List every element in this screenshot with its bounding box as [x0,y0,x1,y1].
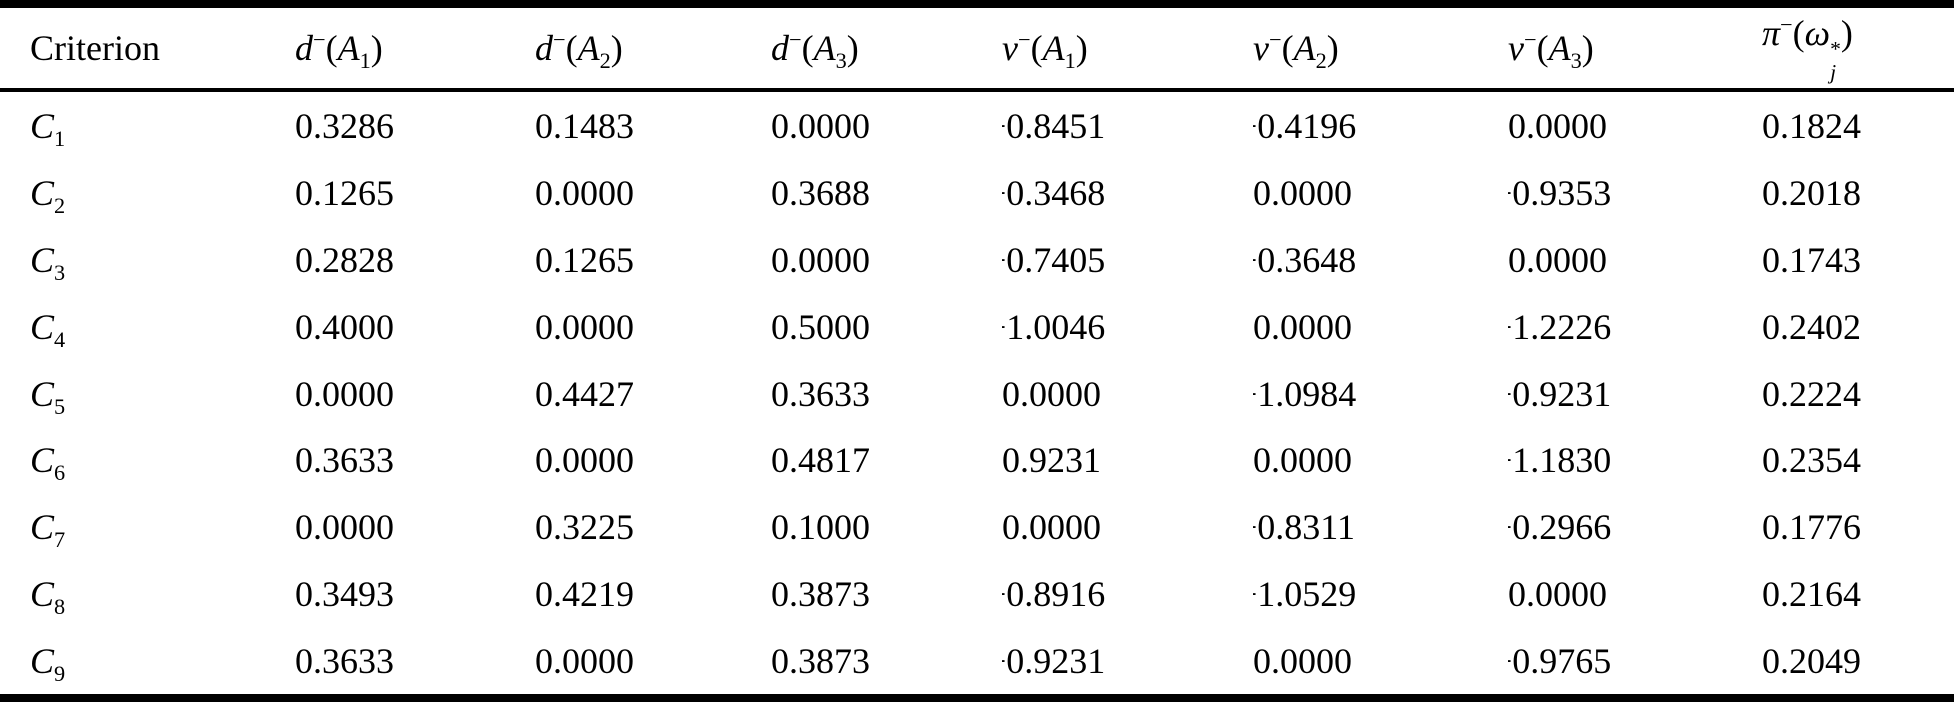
col-header-pi-minus-omega-star-j: π−(ω * j) [1762,12,1853,84]
cell-value: −0.8311 [1253,507,1355,548]
table-row: C6 0.3633 0.0000 0.4817 0.9231 0.0000 −1.1830 0… [0,427,1954,494]
cell-value: −0.9765 [1508,640,1612,681]
col-header-criterion: Criterion [30,28,160,68]
table-body: C1 0.3286 0.1483 0.0000 −0.8451 −0.4196 0.0000… [0,90,1954,694]
cell-value: 0.0000 [771,240,870,281]
cell-value: 0.1824 [1762,105,1861,146]
cell-value: 0.0000 [1253,440,1352,481]
table-row: C5 0.0000 0.4427 0.3633 0.0000 −1.0984 −0.9231… [0,360,1954,427]
cell-value: 0.3493 [295,573,394,614]
cell-value: 0.0000 [535,640,634,681]
cell-value: 0.0000 [1508,240,1607,281]
col-header-v-minus-A2: v−(A2) [1253,27,1339,74]
cell-value: 0.2018 [1762,173,1861,214]
cell-value: 0.5000 [771,306,870,347]
cell-value: 0.0000 [1253,173,1352,214]
cell-value: 0.2164 [1762,573,1861,614]
row-label: C8 [30,573,66,619]
table-row: C3 0.2828 0.1265 0.0000 −0.7405 −0.3648 0.0000… [0,227,1954,294]
table-row: C1 0.3286 0.1483 0.0000 −0.8451 −0.4196 0.0000… [0,90,1954,160]
table-row: C8 0.3493 0.4219 0.3873 −0.8916 −1.0529 0.0000… [0,560,1954,627]
cell-value: −1.0046 [1002,306,1106,347]
cell-value: 0.4000 [295,306,394,347]
cell-value: 0.3633 [295,440,394,481]
cell-value: 0.3873 [771,573,870,614]
cell-value: 0.0000 [771,105,870,146]
table-row: C7 0.0000 0.3225 0.1000 0.0000 −0.8311 −0.2966… [0,494,1954,561]
cell-value: 0.0000 [535,306,634,347]
row-label: C7 [30,507,66,553]
cell-value: 0.2224 [1762,373,1861,414]
cell-value: 0.1000 [771,507,870,548]
cell-value: 0.2354 [1762,440,1861,481]
row-label: C4 [30,306,66,352]
cell-value: −1.1830 [1508,440,1612,481]
cell-value: 0.0000 [1253,640,1352,681]
cell-value: 0.9231 [1002,440,1101,481]
cell-value: −1.0529 [1253,573,1357,614]
cell-value: 0.1483 [535,105,634,146]
row-label: C1 [30,105,66,152]
cell-value: 0.3688 [771,173,870,214]
table-row: C9 0.3633 0.0000 0.3873 −0.9231 0.0000 −0.9765… [0,627,1954,694]
cell-value: 0.3633 [771,373,870,414]
cell-value: 0.1776 [1762,507,1861,548]
row-label: C9 [30,640,66,686]
cell-value: 0.0000 [295,373,394,414]
cell-value: 0.2049 [1762,640,1861,681]
stacked-sup-sub: * j [1830,37,1841,84]
cell-value: 0.0000 [535,173,634,214]
cell-value: 0.2402 [1762,306,1861,347]
cell-value: −0.8451 [1002,105,1106,146]
cell-value: −0.8916 [1002,573,1106,614]
cell-value: 0.0000 [1002,507,1101,548]
cell-value: 0.0000 [535,440,634,481]
cell-value: −0.9353 [1508,173,1612,214]
table-row: C4 0.4000 0.0000 0.5000 −1.0046 0.0000 −1.2226… [0,293,1954,360]
results-table: Criterion d−(A1) d−(A2) d−(A3) v−(A1) v−… [0,8,1954,694]
col-header-d-minus-A2: d−(A2) [535,27,623,74]
cell-value: 0.0000 [1508,573,1607,614]
cell-value: 0.2828 [295,240,394,281]
table-row: C2 0.1265 0.0000 0.3688 −0.3468 0.0000 −0.9353… [0,160,1954,227]
cell-value: 0.4817 [771,440,870,481]
row-label: C2 [30,173,66,219]
col-header-d-minus-A1: d−(A1) [295,27,383,74]
cell-value: 0.3873 [771,640,870,681]
cell-value: 0.0000 [1508,105,1607,146]
cell-value: −0.7405 [1002,240,1106,281]
table-header-row: Criterion d−(A1) d−(A2) d−(A3) v−(A1) v−… [0,8,1954,90]
cell-value: 0.0000 [295,507,394,548]
col-header-v-minus-A3: v−(A3) [1508,27,1594,74]
cell-value: −0.3468 [1002,173,1106,214]
cell-value: −0.2966 [1508,507,1612,548]
cell-value: −0.9231 [1002,640,1106,681]
row-label: C5 [30,373,66,419]
cell-value: 0.3286 [295,105,394,146]
row-label: C3 [30,240,66,286]
cell-value: 0.3633 [295,640,394,681]
cell-value: 0.0000 [1253,306,1352,347]
row-label: C6 [30,440,66,486]
cell-value: −1.2226 [1508,306,1612,347]
cell-value: −0.4196 [1253,105,1357,146]
table-header: Criterion d−(A1) d−(A2) d−(A3) v−(A1) v−… [0,8,1954,90]
col-header-d-minus-A3: d−(A3) [771,27,859,74]
col-header-v-minus-A1: v−(A1) [1002,27,1088,74]
cell-value: −0.9231 [1508,373,1612,414]
cell-value: 0.0000 [1002,373,1101,414]
cell-value: 0.1265 [535,240,634,281]
cell-value: 0.3225 [535,507,634,548]
cell-value: 0.1265 [295,173,394,214]
cell-value: 0.4219 [535,573,634,614]
cell-value: 0.4427 [535,373,634,414]
cell-value: −0.3648 [1253,240,1357,281]
cell-value: 0.1743 [1762,240,1861,281]
cell-value: −1.0984 [1253,373,1357,414]
